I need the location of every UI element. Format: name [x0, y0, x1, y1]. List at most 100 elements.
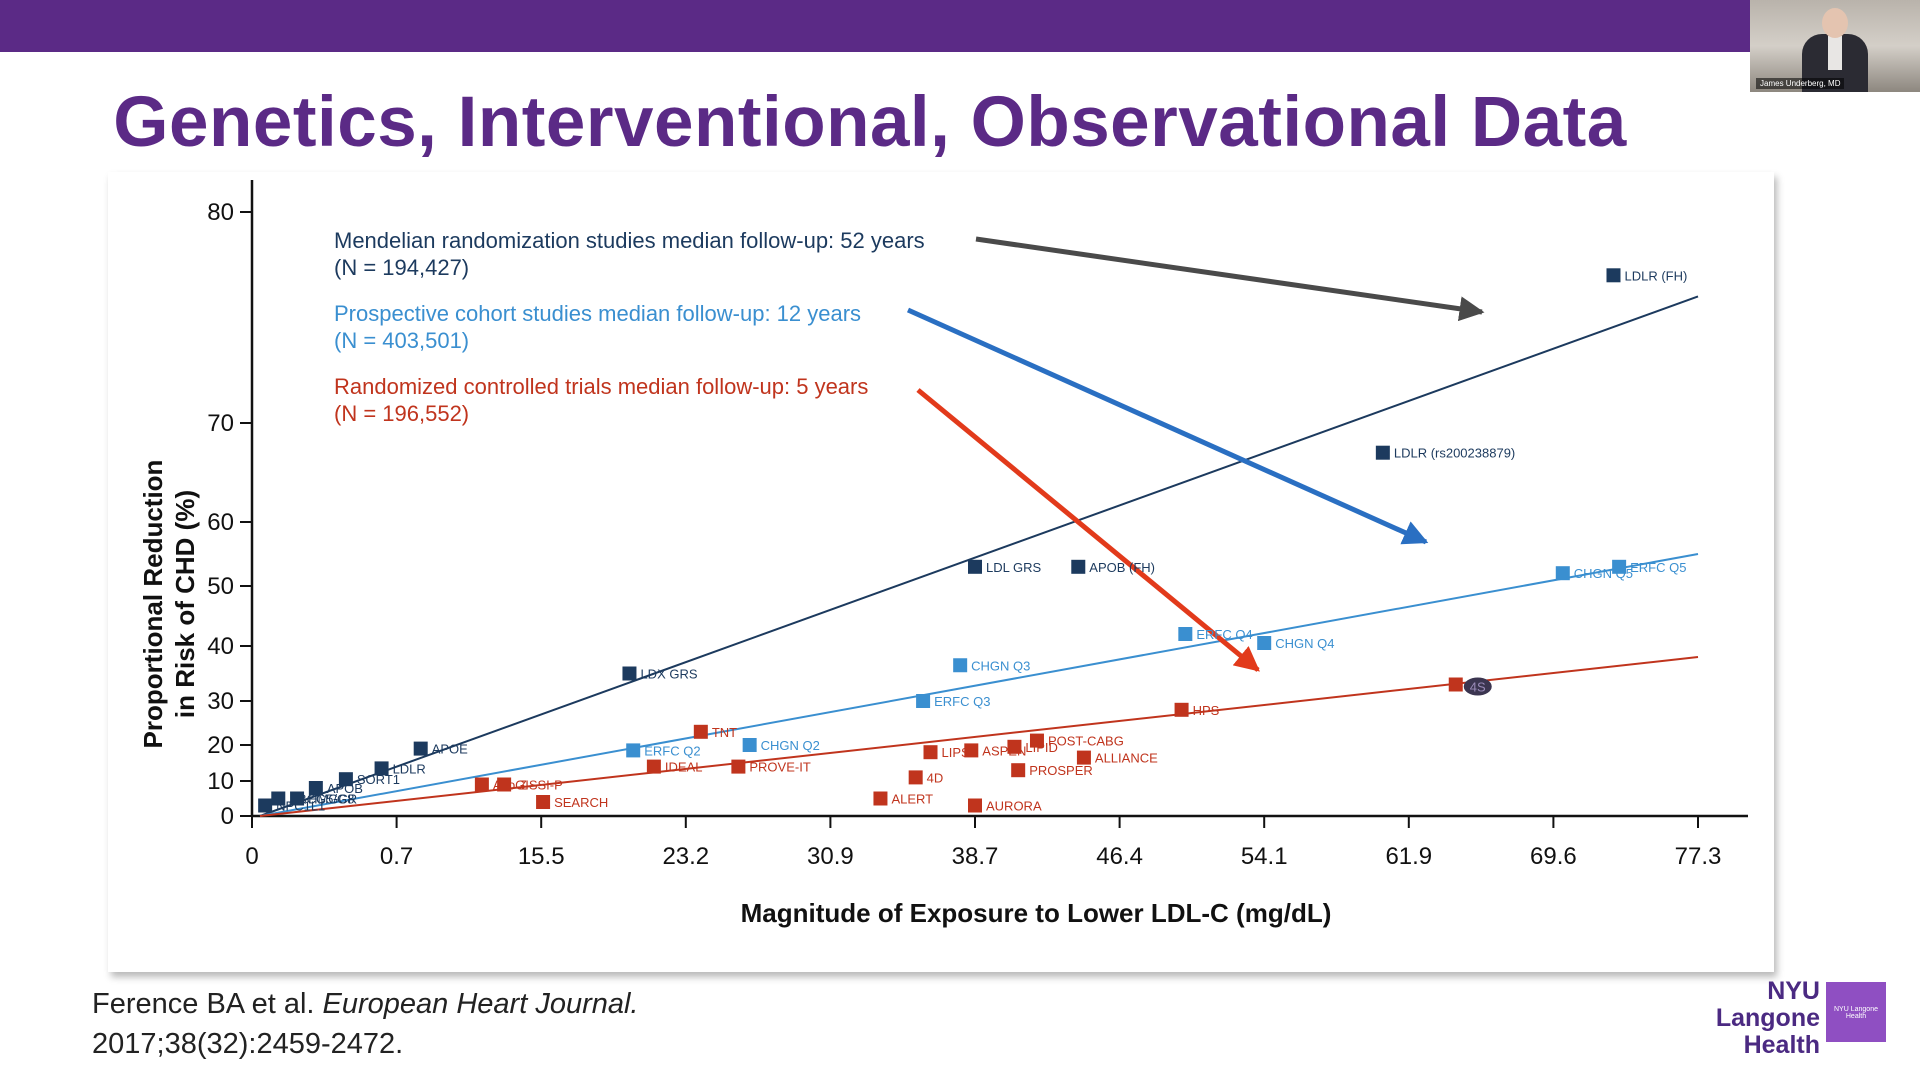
point-label: LDLR (rs200238879)	[1394, 446, 1515, 461]
rct-point	[474, 777, 489, 792]
mendelian-point	[413, 741, 428, 756]
citation-authors: Ference BA et al.	[92, 988, 323, 1020]
chart-panel: 0 10 20 30 40 50 60 70 80 0 0.7 15.5 23.2 30.9 38.7 46.…	[108, 172, 1774, 972]
rct-arrow	[916, 388, 1260, 672]
x-tick-label: 54.1	[1241, 843, 1288, 870]
legend-mendelian-line1: Mendelian randomization studies median f…	[334, 228, 925, 253]
rct-point	[1007, 739, 1022, 754]
cohort-point	[742, 738, 757, 752]
y-tick-label: 20	[207, 732, 234, 759]
participant-name-tag: James Underberg, MD	[1756, 78, 1845, 89]
label-badge	[1463, 677, 1492, 696]
cohort-point	[916, 694, 931, 708]
x-tick-label: 0.7	[380, 843, 413, 870]
x-tick-label: 46.4	[1096, 843, 1143, 870]
mendelian-point	[338, 772, 353, 787]
point-label: LDLR (FH)	[1624, 268, 1687, 283]
axes: 0 10 20 30 40 50 60 70 80 0 0.7 15.5 23.2 30.9 38.7 46.…	[207, 180, 1748, 870]
cohort-arrow	[906, 307, 1429, 545]
point-label: IDEAL	[665, 760, 703, 775]
point-label: APOB (FH)	[1089, 560, 1155, 575]
x-tick-label: 30.9	[807, 843, 854, 870]
logo-mark: NYU Langone Health	[1826, 982, 1886, 1042]
point-label: CHGN Q3	[971, 658, 1030, 673]
point-label: ABCG5/G8	[289, 792, 354, 807]
y-axis-title-line1: Proportional Reduction	[138, 460, 168, 749]
rct-point	[964, 743, 979, 758]
point-label: 4S	[1470, 680, 1486, 695]
participant-head	[1822, 8, 1848, 38]
mendelian-fit-line	[259, 295, 1699, 817]
logo-wordmark: NYU Langone Health	[1660, 978, 1820, 1059]
point-label: HMGCR	[308, 792, 357, 807]
point-label: TNT	[712, 725, 737, 740]
rct-point	[646, 759, 661, 774]
point-label: APOB	[327, 781, 363, 796]
mendelian-point	[290, 791, 305, 806]
y-tick-label: 40	[207, 633, 234, 660]
point-label: NPC1L1	[276, 799, 325, 814]
point-label: ALERT	[891, 792, 933, 807]
logo-line1: NYU Langone	[1715, 977, 1820, 1032]
citation-line1: Ference BA et al. European Heart Journal…	[92, 984, 639, 1024]
rct-point	[968, 798, 982, 813]
cohort-point	[1178, 627, 1193, 641]
rct-point	[873, 791, 888, 806]
citation-journal: European Heart Journal.	[322, 988, 639, 1020]
y-tick-label: 60	[207, 509, 234, 536]
citation: Ference BA et al. European Heart Journal…	[92, 984, 639, 1064]
point-label: APOE	[432, 742, 468, 757]
point-label: PROVE-IT	[749, 760, 810, 775]
legend-rct-line2: (N = 196,552)	[334, 401, 469, 426]
point-label: ALLIANCE	[1095, 751, 1158, 766]
mendelian-point	[1606, 268, 1621, 283]
x-axis-title: Magnitude of Exposure to Lower LDL-C (mg…	[741, 898, 1332, 928]
legend-cohort-line2: (N = 403,501)	[334, 328, 469, 353]
point-label: 4D	[927, 770, 944, 785]
point-label: PROSPER	[1029, 763, 1093, 778]
point-label: HPS	[1193, 703, 1220, 718]
rct-point	[1029, 733, 1044, 748]
point-label: LDLR	[393, 761, 426, 776]
x-tick-label: 23.2	[662, 843, 709, 870]
mendelian-point	[271, 791, 286, 806]
mendelian-point	[308, 781, 323, 795]
rct-point	[1448, 677, 1463, 692]
y-axis-title-line2: in Risk of CHD (%)	[170, 490, 200, 718]
header-band	[0, 0, 1750, 52]
point-label: SEARCH	[554, 795, 608, 810]
legend-cohort-line1: Prospective cohort studies median follow…	[334, 301, 861, 326]
rct-point	[1174, 702, 1189, 717]
y-tick-label: 30	[207, 688, 234, 715]
x-tick-label: 38.7	[952, 843, 999, 870]
x-tick-label: 61.9	[1385, 843, 1432, 870]
cohort-point	[1612, 559, 1627, 574]
legend-mendelian-line2: (N = 194,427)	[334, 255, 469, 280]
point-label: ERFC Q4	[1196, 627, 1252, 642]
point-label: CHGN Q2	[761, 738, 820, 753]
nyu-langone-logo: NYU Langone Health NYU Langone Health	[1660, 976, 1890, 1059]
point-label: POST-CABG	[1048, 734, 1124, 749]
y-tick-label: 0	[221, 803, 234, 830]
point-label: SORT1	[357, 772, 400, 787]
cohort-point	[626, 743, 641, 758]
rct-point	[1011, 763, 1026, 778]
x-tick-label: 0	[245, 843, 258, 870]
citation-details: 2017;38(32):2459-2472.	[92, 1028, 404, 1060]
x-tick-label: 69.6	[1530, 843, 1577, 870]
point-label: CHGN Q4	[1275, 636, 1334, 651]
y-tick-label: 80	[207, 199, 234, 226]
point-label: ERFC Q3	[934, 694, 990, 709]
mendelian-point	[374, 761, 389, 776]
mendelian-point	[258, 798, 273, 813]
rct-point	[693, 724, 708, 739]
point-label: LDL GRS	[986, 560, 1041, 575]
mendelian-point	[968, 559, 982, 574]
cohort-point	[1257, 636, 1272, 650]
mendelian-arrow	[975, 236, 1485, 322]
x-tick-label: 15.5	[518, 843, 565, 870]
participant-video-thumbnail[interactable]: James Underberg, MD	[1750, 0, 1920, 92]
cohort-fit-line	[259, 553, 1699, 817]
y-tick-label: 10	[207, 768, 234, 795]
point-label: LIPS	[942, 745, 971, 760]
